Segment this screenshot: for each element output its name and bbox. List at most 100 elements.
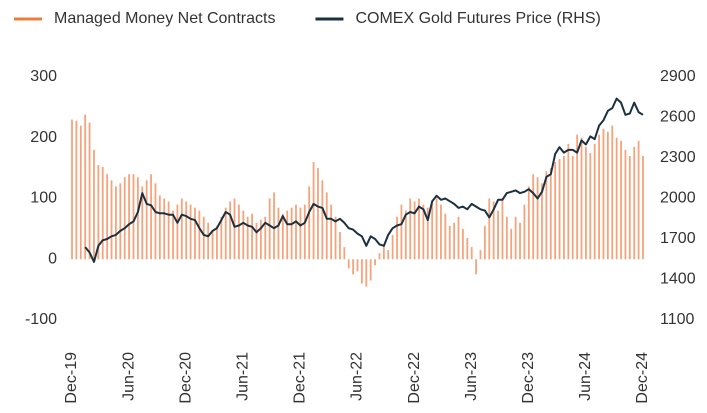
bar: [519, 222, 521, 260]
bar: [563, 155, 565, 260]
bar: [628, 155, 631, 260]
bar: [382, 244, 385, 260]
bar: [71, 119, 73, 260]
x-tick-label: Dec-19: [63, 352, 80, 404]
bar: [115, 186, 117, 260]
bar: [611, 125, 614, 260]
bar: [536, 177, 539, 260]
bar: [356, 259, 359, 272]
bar: [571, 155, 574, 260]
bar: [374, 259, 376, 266]
bar: [422, 204, 425, 260]
bar: [110, 180, 113, 260]
bar: [418, 198, 420, 260]
bar: [593, 143, 596, 260]
bar: [286, 210, 289, 260]
bar: [580, 137, 583, 260]
bar: [554, 162, 557, 260]
y-tick-label: 200: [30, 129, 57, 146]
bar: [523, 204, 526, 260]
bar: [378, 253, 381, 260]
bar: [606, 131, 609, 260]
x-tick-label: Jun-21: [235, 352, 252, 401]
bar: [549, 168, 552, 260]
x-tick-label: Dec-23: [520, 352, 537, 404]
bar: [483, 225, 486, 260]
bar: [624, 149, 627, 260]
bar: [150, 174, 152, 260]
bar: [330, 204, 333, 260]
bar: [194, 207, 196, 260]
bar: [321, 180, 324, 260]
bar: [633, 146, 636, 260]
bar: [224, 207, 227, 260]
bar: [567, 143, 570, 260]
bar: [545, 171, 548, 260]
bar: [470, 247, 473, 260]
bar: [123, 177, 126, 260]
bar: [172, 210, 174, 260]
x-tick-label: Jun-20: [120, 352, 137, 401]
bar: [163, 198, 166, 260]
bar: [462, 228, 464, 260]
bar: [527, 186, 530, 260]
bar: [251, 213, 253, 260]
bar: [202, 216, 205, 260]
bar: [387, 250, 390, 260]
bar: [347, 259, 350, 269]
bar: [352, 259, 355, 275]
bar: [295, 204, 297, 260]
bar: [167, 201, 170, 260]
bar: [176, 204, 179, 260]
bar: [308, 186, 311, 260]
bar: [132, 174, 135, 260]
bar: [93, 149, 95, 260]
bar: [273, 192, 275, 260]
bar: [637, 140, 640, 260]
bar: [457, 216, 460, 260]
bar: [281, 213, 284, 260]
bar: [492, 201, 495, 260]
bar: [360, 259, 363, 284]
legend-label: COMEX Gold Futures Price (RHS): [355, 10, 600, 27]
bar: [303, 204, 306, 260]
bar: [497, 210, 499, 260]
bar: [365, 259, 368, 287]
bar: [128, 174, 130, 260]
bar: [334, 216, 337, 260]
bar: [290, 207, 293, 260]
bar: [229, 201, 232, 260]
bar: [242, 210, 245, 260]
bar: [448, 225, 451, 260]
y-tick-label: 300: [30, 68, 57, 85]
bar: [369, 259, 372, 281]
x-tick-label: Dec-24: [634, 352, 651, 404]
price-line: [84, 97, 644, 263]
bar: [119, 183, 122, 260]
bar: [145, 180, 148, 260]
x-tick-label: Dec-20: [177, 352, 194, 404]
bar: [185, 201, 188, 260]
y2-tick-label: 1100: [660, 311, 695, 328]
bar: [391, 234, 394, 260]
bar: [510, 228, 513, 260]
bar: [220, 216, 223, 260]
y2-tick-label: 1700: [660, 230, 696, 247]
bar: [101, 166, 104, 260]
bar: [488, 198, 491, 260]
bar: [207, 222, 210, 260]
y-tick-label: 0: [48, 250, 57, 267]
bar: [317, 168, 319, 260]
bar: [479, 250, 482, 260]
bar: [299, 207, 302, 260]
bar: [558, 159, 561, 260]
bar: [216, 225, 218, 260]
x-tick-label: Jun-23: [463, 352, 480, 401]
bar: [106, 174, 109, 260]
bar: [259, 219, 262, 260]
y2-tick-label: 1400: [660, 271, 696, 288]
y2-tick-label: 2300: [660, 149, 696, 166]
bar: [97, 165, 100, 260]
x-tick-label: Jun-22: [349, 352, 366, 401]
